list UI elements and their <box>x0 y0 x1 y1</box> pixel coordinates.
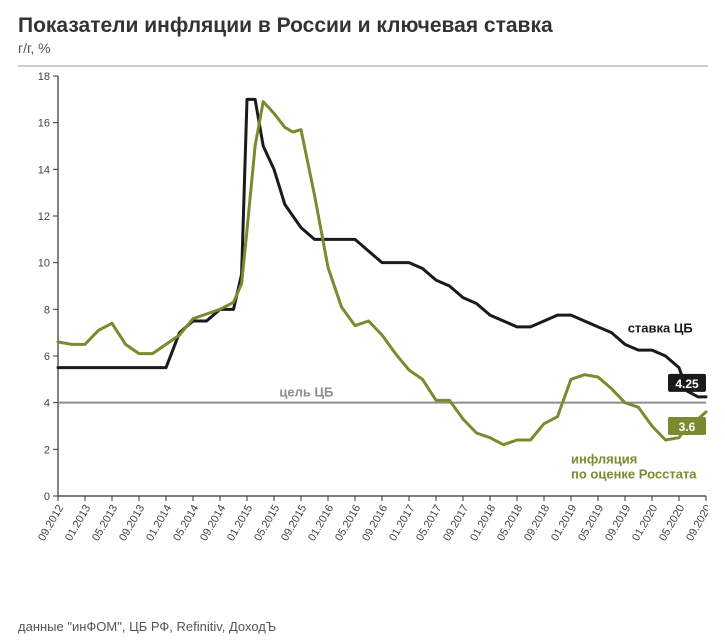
source-text: данные "инФОМ", ЦБ РФ, Refinitiv, ДоходЪ <box>18 619 276 634</box>
svg-text:18: 18 <box>38 71 50 83</box>
svg-text:01.2015: 01.2015 <box>225 503 255 543</box>
svg-text:12: 12 <box>38 211 50 223</box>
svg-text:цель ЦБ: цель ЦБ <box>279 385 333 400</box>
svg-text:05.2018: 05.2018 <box>495 503 525 543</box>
svg-text:01.2013: 01.2013 <box>63 503 93 543</box>
svg-text:09.2020: 09.2020 <box>684 503 708 543</box>
svg-text:09.2013: 09.2013 <box>117 503 147 543</box>
chart-title: Показатели инфляции в России и ключевая … <box>18 14 707 38</box>
svg-text:14: 14 <box>38 164 50 176</box>
svg-text:01.2016: 01.2016 <box>306 503 336 543</box>
svg-text:09.2018: 09.2018 <box>522 503 552 543</box>
svg-text:8: 8 <box>44 304 50 316</box>
svg-text:09.2016: 09.2016 <box>360 503 390 543</box>
svg-text:09.2019: 09.2019 <box>603 503 633 543</box>
svg-text:05.2013: 05.2013 <box>90 503 120 543</box>
svg-text:05.2020: 05.2020 <box>657 503 687 543</box>
line-chart: 02468101214161809.201201.201305.201309.2… <box>18 64 708 584</box>
svg-text:16: 16 <box>38 118 50 130</box>
svg-text:3.6: 3.6 <box>679 420 696 434</box>
svg-text:по оценке Росстата: по оценке Росстата <box>571 466 697 481</box>
svg-text:01.2014: 01.2014 <box>144 503 174 543</box>
svg-text:09.2012: 09.2012 <box>36 503 66 543</box>
svg-text:4.25: 4.25 <box>675 377 699 391</box>
svg-text:05.2015: 05.2015 <box>252 503 282 543</box>
svg-text:01.2020: 01.2020 <box>630 503 660 543</box>
svg-text:09.2015: 09.2015 <box>279 503 309 543</box>
svg-text:0: 0 <box>44 491 50 503</box>
chart-subtitle: г/г, % <box>18 40 707 56</box>
svg-text:09.2017: 09.2017 <box>441 503 471 543</box>
svg-text:ставка ЦБ: ставка ЦБ <box>628 321 693 336</box>
svg-text:01.2018: 01.2018 <box>468 503 498 543</box>
svg-text:10: 10 <box>38 258 50 270</box>
svg-text:09.2014: 09.2014 <box>198 503 228 543</box>
svg-text:01.2019: 01.2019 <box>549 503 579 543</box>
svg-text:6: 6 <box>44 351 50 363</box>
svg-text:05.2014: 05.2014 <box>171 503 201 543</box>
svg-text:инфляция: инфляция <box>571 451 637 466</box>
svg-text:01.2017: 01.2017 <box>387 503 417 543</box>
svg-text:2: 2 <box>44 444 50 456</box>
svg-text:4: 4 <box>44 398 50 410</box>
svg-text:05.2016: 05.2016 <box>333 503 363 543</box>
svg-text:05.2017: 05.2017 <box>414 503 444 543</box>
svg-text:05.2019: 05.2019 <box>576 503 606 543</box>
